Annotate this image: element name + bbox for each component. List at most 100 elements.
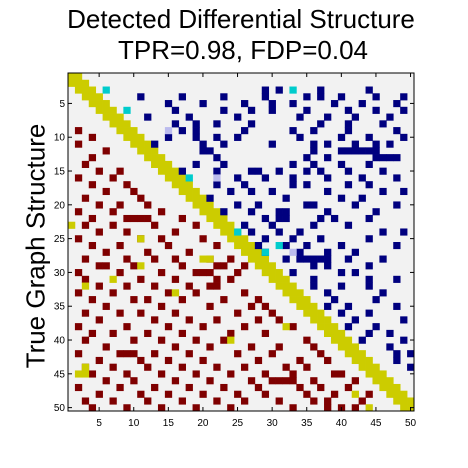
x-tick-label: 30 xyxy=(267,418,279,429)
true-structure-cell xyxy=(213,316,221,324)
diagonal-cell xyxy=(130,133,138,141)
true-structure-cell xyxy=(192,336,200,344)
diagonal-cell xyxy=(324,323,332,331)
true-structure-cell xyxy=(81,221,90,229)
true-structure-cell xyxy=(282,363,290,371)
true-structure-cell xyxy=(275,397,283,405)
false-negative-cell xyxy=(109,275,117,283)
false-negative-cell xyxy=(351,390,359,398)
detected-cell xyxy=(365,160,373,168)
diagonal-cell xyxy=(144,140,152,148)
diagonal-cell xyxy=(289,296,297,304)
detected-cell xyxy=(344,181,353,189)
true-structure-cell xyxy=(199,390,207,398)
detected-cell xyxy=(351,201,359,209)
detected-cell xyxy=(372,147,380,155)
detected-cell xyxy=(310,221,318,229)
false-positive-cell xyxy=(275,242,283,250)
detected-cell xyxy=(372,154,380,162)
detected-cell xyxy=(275,214,283,223)
true-structure-cell xyxy=(109,363,117,371)
diagonal-cell xyxy=(241,242,249,250)
false-negative-cell xyxy=(81,370,90,378)
diagonal-cell xyxy=(275,282,283,290)
detected-cell xyxy=(365,214,373,223)
y-tick-label: 35 xyxy=(54,302,66,313)
diagonal-cell xyxy=(109,106,117,114)
true-structure-cell xyxy=(344,383,353,392)
detected-cell xyxy=(344,221,353,229)
detected-cell xyxy=(372,208,380,216)
false-negative-cell xyxy=(137,235,145,243)
detected-cell xyxy=(282,242,290,250)
detected-cell xyxy=(372,296,380,304)
detected-cell xyxy=(324,154,332,162)
true-structure-cell xyxy=(289,370,297,378)
diagonal-cell xyxy=(88,100,97,108)
diagonal-cell xyxy=(88,86,97,94)
detected-cell xyxy=(344,323,353,331)
detected-cell xyxy=(206,147,214,155)
diagonal-cell xyxy=(151,147,159,155)
diagonal-cell xyxy=(241,248,249,256)
true-structure-cell xyxy=(199,269,207,277)
false-positive-cell xyxy=(123,106,131,114)
true-structure-cell xyxy=(116,242,124,250)
diagonal-cell xyxy=(81,86,90,94)
true-structure-cell xyxy=(227,329,235,337)
true-structure-cell xyxy=(324,356,332,365)
detected-cell xyxy=(261,174,270,182)
detected-cell xyxy=(317,167,325,175)
diagonal-cell xyxy=(282,275,290,283)
true-structure-cell xyxy=(116,383,124,392)
true-structure-cell xyxy=(351,377,359,385)
true-structure-cell xyxy=(317,383,325,392)
true-structure-cell xyxy=(199,356,207,365)
diagonal-cell xyxy=(261,255,270,263)
true-structure-cell xyxy=(324,404,332,412)
diagonal-cell xyxy=(386,390,394,398)
true-structure-cell xyxy=(234,269,242,277)
false-positive-cell xyxy=(102,86,110,94)
detected-cell xyxy=(282,214,290,223)
detected-cell xyxy=(386,140,394,148)
diagonal-cell xyxy=(393,383,401,392)
detected-cell xyxy=(330,100,339,108)
diagonal-cell xyxy=(68,73,76,81)
detected-cell xyxy=(220,106,228,114)
diagonal-cell xyxy=(123,120,131,128)
true-structure-cell xyxy=(130,296,138,304)
diagonal-cell xyxy=(130,140,138,148)
diagonal-cell xyxy=(241,235,249,243)
diagonal-cell xyxy=(400,397,408,405)
diagonal-cell xyxy=(358,350,366,358)
y-tick-label: 15 xyxy=(54,167,66,178)
y-tick-label: 20 xyxy=(54,200,66,211)
true-structure-cell xyxy=(330,390,339,398)
true-structure-cell xyxy=(206,269,214,277)
true-structure-cell xyxy=(220,383,228,392)
y-tick-label: 10 xyxy=(54,133,66,144)
diagonal-cell xyxy=(68,79,76,87)
true-structure-cell xyxy=(192,269,200,277)
detected-cell xyxy=(261,235,270,243)
diagonal-cell xyxy=(268,262,276,270)
detected-cell xyxy=(358,194,366,202)
diagonal-cell xyxy=(206,214,214,223)
detected-cell xyxy=(289,174,297,182)
true-structure-cell xyxy=(74,235,83,243)
true-structure-cell xyxy=(109,208,117,216)
detected-cell xyxy=(144,113,152,121)
true-structure-cell xyxy=(213,262,221,270)
true-structure-cell xyxy=(185,248,193,256)
detected-cell xyxy=(151,140,159,148)
true-structure-cell xyxy=(247,343,256,351)
true-structure-cell xyxy=(144,397,152,405)
true-structure-cell xyxy=(171,275,180,283)
detected-cell xyxy=(393,356,401,365)
true-structure-cell xyxy=(109,397,117,405)
true-structure-cell xyxy=(310,377,318,385)
detected-cell xyxy=(393,100,401,108)
diagonal-cell xyxy=(393,390,401,398)
detected-cell xyxy=(254,201,263,209)
